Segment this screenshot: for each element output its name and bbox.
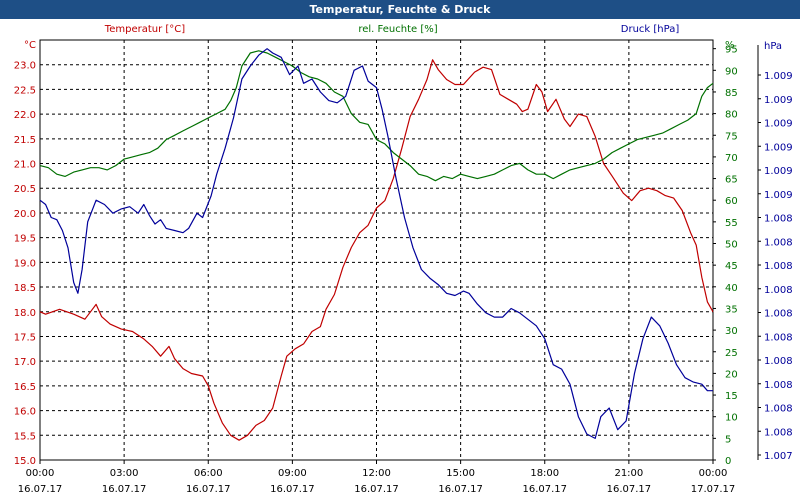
pressure-tick-label: 1.009 (764, 119, 793, 130)
x-tick-date-label: 16.07.17 (102, 484, 147, 495)
humidity-tick-label: 45 (725, 261, 738, 272)
temperature-tick-label: 21.5 (14, 135, 36, 146)
humidity-tick-label: 85 (725, 88, 738, 99)
series-line-pressure (39, 48, 713, 439)
x-tick-date-label: 16.07.17 (186, 484, 231, 495)
pressure-tick-label: 1.007 (764, 451, 793, 462)
temperature-tick-label: 23.0 (14, 61, 36, 72)
pressure-tick-label: 1.008 (764, 285, 793, 296)
humidity-tick-label: 30 (725, 326, 738, 337)
pressure-tick-label: 1.009 (764, 71, 793, 82)
temperature-tick-label: 15.5 (14, 431, 36, 442)
series-line-humidity (39, 50, 714, 182)
pressure-tick-label: 1.008 (764, 356, 793, 367)
x-tick-date-label: 16.07.17 (607, 484, 652, 495)
humidity-tick-label: 50 (725, 240, 738, 251)
gridlines (39, 40, 761, 464)
x-tick-time-label: 09:00 (278, 468, 307, 479)
humidity-tick-label: 35 (725, 304, 738, 315)
temperature-unit-label: °C (24, 40, 36, 51)
pressure-unit-label: hPa (764, 41, 782, 52)
pressure-tick-label: 1.008 (764, 214, 793, 225)
x-tick-date-label: 16.07.17 (18, 484, 63, 495)
temperature-axis-title: Temperatur [°C] (104, 24, 185, 35)
pressure-tick-label: 1.009 (764, 190, 793, 201)
window-title: Temperatur, Feuchte & Druck (0, 0, 800, 19)
x-tick-time-label: 03:00 (110, 468, 139, 479)
humidity-tick-label: 95 (725, 45, 738, 56)
pressure-axis-title: Druck [hPa] (621, 24, 680, 35)
humidity-tick-label: 5 (725, 434, 731, 445)
pressure-tick-label: 1.008 (764, 380, 793, 391)
x-tick-date-label: 16.07.17 (522, 484, 567, 495)
temperature-tick-label: 19.0 (14, 258, 36, 269)
humidity-axis-title: rel. Feuchte [%] (358, 24, 437, 35)
humidity-tick-label: 55 (725, 218, 738, 229)
humidity-tick-label: 90 (725, 66, 738, 77)
temperature-tick-label: 15.0 (14, 456, 36, 467)
temperature-tick-label: 22.5 (14, 85, 36, 96)
axis-labels: 15.0 15.5 16.0 16.5 17.0 17.5 18.0 18.5 19.0 19.5… (14, 24, 793, 495)
x-tick-time-label: 12:00 (362, 468, 391, 479)
humidity-tick-label: 75 (725, 131, 738, 142)
pressure-tick-label: 1.009 (764, 166, 793, 177)
pressure-tick-label: 1.008 (764, 237, 793, 248)
x-tick-time-label: 15:00 (446, 468, 475, 479)
pressure-tick-label: 1.009 (764, 95, 793, 106)
pressure-tick-label: 1.008 (764, 332, 793, 343)
pressure-tick-label: 1.008 (764, 309, 793, 320)
humidity-tick-label: 0 (725, 456, 731, 467)
x-tick-date-label: 16.07.17 (270, 484, 315, 495)
humidity-tick-label: 25 (725, 348, 738, 359)
humidity-tick-label: 65 (725, 175, 738, 186)
series-line-temperature (39, 59, 714, 441)
pressure-tick-label: 1.009 (764, 142, 793, 153)
temperature-tick-label: 17.5 (14, 332, 36, 343)
pressure-tick-label: 1.008 (764, 261, 793, 272)
humidity-tick-label: 10 (725, 413, 738, 424)
x-tick-date-label: 16.07.17 (354, 484, 399, 495)
humidity-tick-label: 40 (725, 283, 738, 294)
x-tick-time-label: 21:00 (614, 468, 643, 479)
temperature-tick-label: 18.0 (14, 308, 36, 319)
temperature-tick-label: 16.5 (14, 382, 36, 393)
humidity-tick-label: 20 (725, 369, 738, 380)
x-tick-time-label: 18:00 (530, 468, 559, 479)
x-tick-date-label: 16.07.17 (438, 484, 483, 495)
x-tick-time-label: 06:00 (194, 468, 223, 479)
x-tick-date-label: 17.07.17 (691, 484, 736, 495)
pressure-tick-label: 1.008 (764, 404, 793, 415)
temperature-tick-label: 19.5 (14, 234, 36, 245)
temperature-tick-label: 21.0 (14, 160, 36, 171)
x-tick-time-label: 00:00 (699, 468, 728, 479)
x-tick-time-label: 00:00 (26, 468, 55, 479)
temperature-tick-label: 20.5 (14, 184, 36, 195)
temperature-tick-label: 20.0 (14, 209, 36, 220)
humidity-tick-label: 80 (725, 110, 738, 121)
temperature-tick-label: 18.5 (14, 283, 36, 294)
temperature-tick-label: 17.0 (14, 357, 36, 368)
humidity-unit-label: % (725, 40, 735, 51)
temperature-tick-label: 16.0 (14, 407, 36, 418)
humidity-tick-label: 70 (725, 153, 738, 164)
humidity-tick-label: 15 (725, 391, 738, 402)
temperature-tick-label: 22.0 (14, 110, 36, 121)
data-series (39, 48, 714, 441)
pressure-tick-label: 1.008 (764, 427, 793, 438)
humidity-tick-label: 60 (725, 196, 738, 207)
